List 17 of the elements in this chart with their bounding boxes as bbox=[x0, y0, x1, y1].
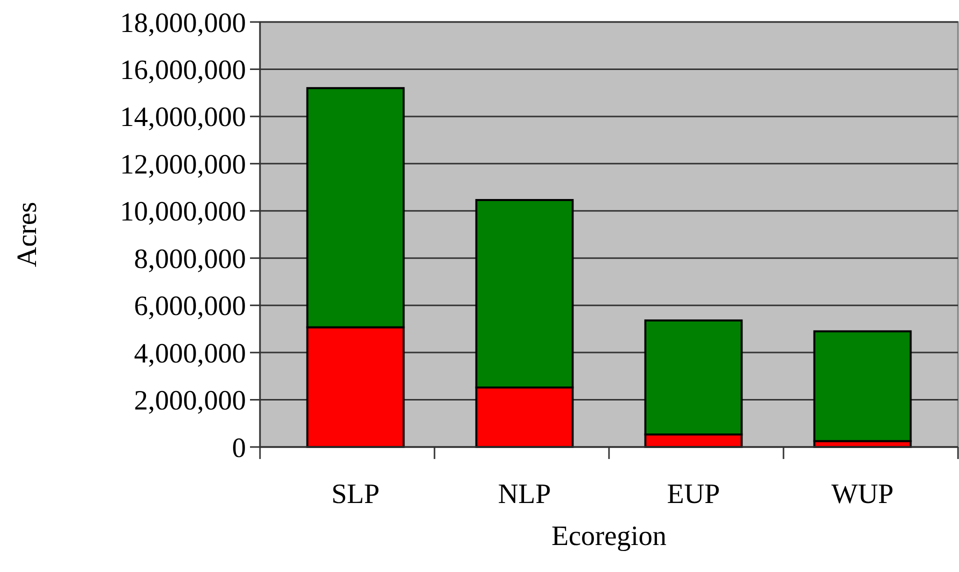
y-tick-label: 8,000,000 bbox=[134, 244, 246, 275]
y-tick-label: 2,000,000 bbox=[134, 386, 246, 417]
y-tick-label: 16,000,000 bbox=[120, 55, 246, 86]
bar bbox=[813, 330, 912, 442]
y-tick-label: 0 bbox=[232, 432, 246, 464]
y-tick-label: 10,000,000 bbox=[120, 196, 246, 228]
y-tick-label: 18,000,000 bbox=[120, 8, 246, 39]
y-tick-label: 12,000,000 bbox=[120, 149, 246, 180]
x-tick-label: WUP bbox=[831, 479, 894, 510]
x-tick-label: SLP bbox=[331, 479, 380, 510]
y-tick-label: 6,000,000 bbox=[134, 291, 246, 322]
x-axis-title: Ecoregion bbox=[551, 521, 667, 552]
y-tick-label: 14,000,000 bbox=[120, 102, 246, 134]
y-axis-title: Acres bbox=[12, 202, 43, 268]
y-tick-label: 4,000,000 bbox=[134, 338, 246, 370]
x-tick-label: NLP bbox=[498, 479, 551, 510]
x-tick-label: EUP bbox=[667, 479, 720, 510]
